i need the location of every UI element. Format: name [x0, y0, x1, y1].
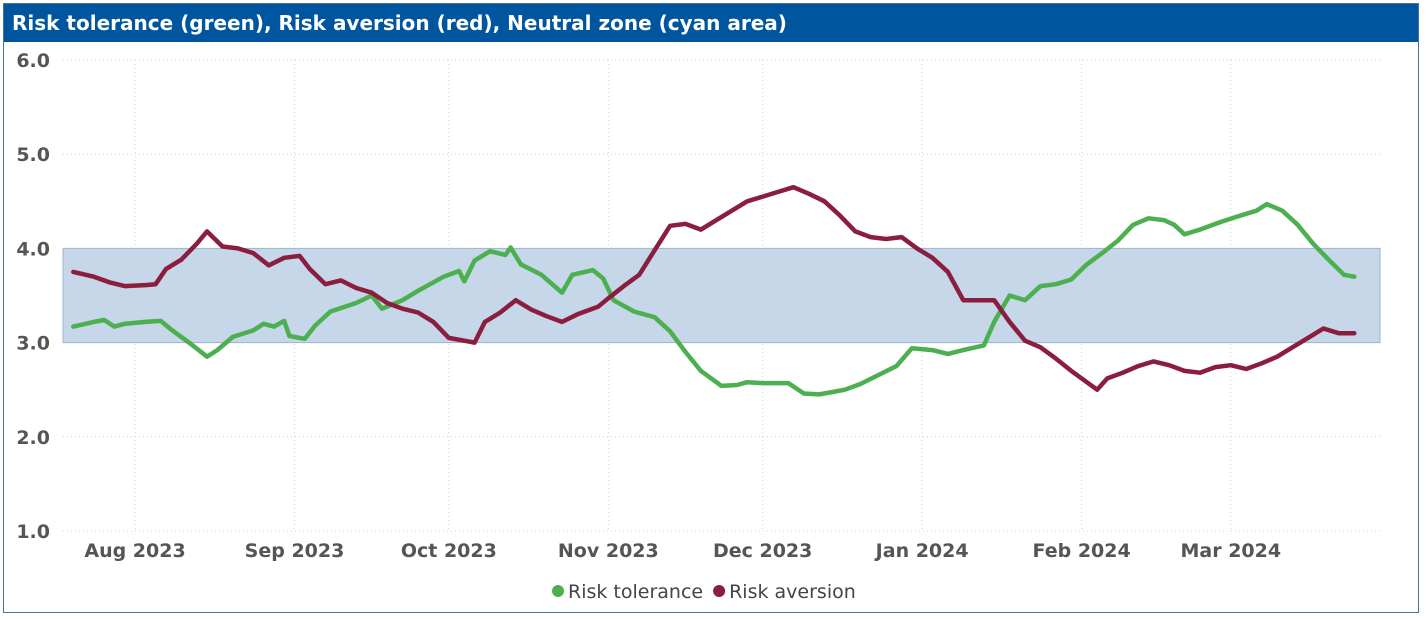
- grid: [63, 59, 1380, 532]
- series-line-risk-tolerance: [71, 201, 1357, 397]
- y-tick-label: 2.0: [16, 427, 50, 449]
- x-tick-label: Aug 2023: [84, 540, 185, 562]
- y-tick-label: 5.0: [16, 144, 50, 166]
- title-bar: Risk tolerance (green), Risk aversion (r…: [4, 4, 1418, 42]
- y-tick-label: 6.0: [16, 50, 50, 72]
- y-tick-label: 4.0: [16, 238, 50, 260]
- neutral-zone-band: [62, 247, 1381, 344]
- x-tick-label: Dec 2023: [713, 540, 812, 562]
- legend-label: Risk aversion: [729, 581, 856, 603]
- legend: Risk tolerance Risk aversion: [552, 581, 856, 603]
- series-line-risk-aversion: [71, 184, 1357, 392]
- series-lines: [71, 184, 1357, 397]
- legend-label: Risk tolerance: [568, 581, 703, 603]
- x-tick-label: Feb 2024: [1033, 540, 1131, 562]
- x-tick-label: Nov 2023: [558, 540, 659, 562]
- y-tick-label: 1.0: [16, 521, 50, 543]
- chart-title: Risk tolerance (green), Risk aversion (r…: [12, 11, 787, 35]
- y-tick-label: 3.0: [16, 333, 50, 355]
- legend-marker: [552, 585, 564, 597]
- legend-marker: [713, 585, 726, 597]
- x-tick-label: Mar 2024: [1181, 540, 1282, 562]
- x-tick-label: Jan 2024: [874, 540, 969, 562]
- x-tick-label: Sep 2023: [245, 540, 345, 562]
- x-axis-ticks: Aug 2023 Sep 2023 Oct 2023 Nov 2023 Dec 2023…: [84, 540, 1281, 562]
- y-axis-ticks: 1.0 2.0 3.0 4.0 5.0 6.0: [16, 50, 50, 543]
- x-tick-label: Oct 2023: [401, 540, 497, 562]
